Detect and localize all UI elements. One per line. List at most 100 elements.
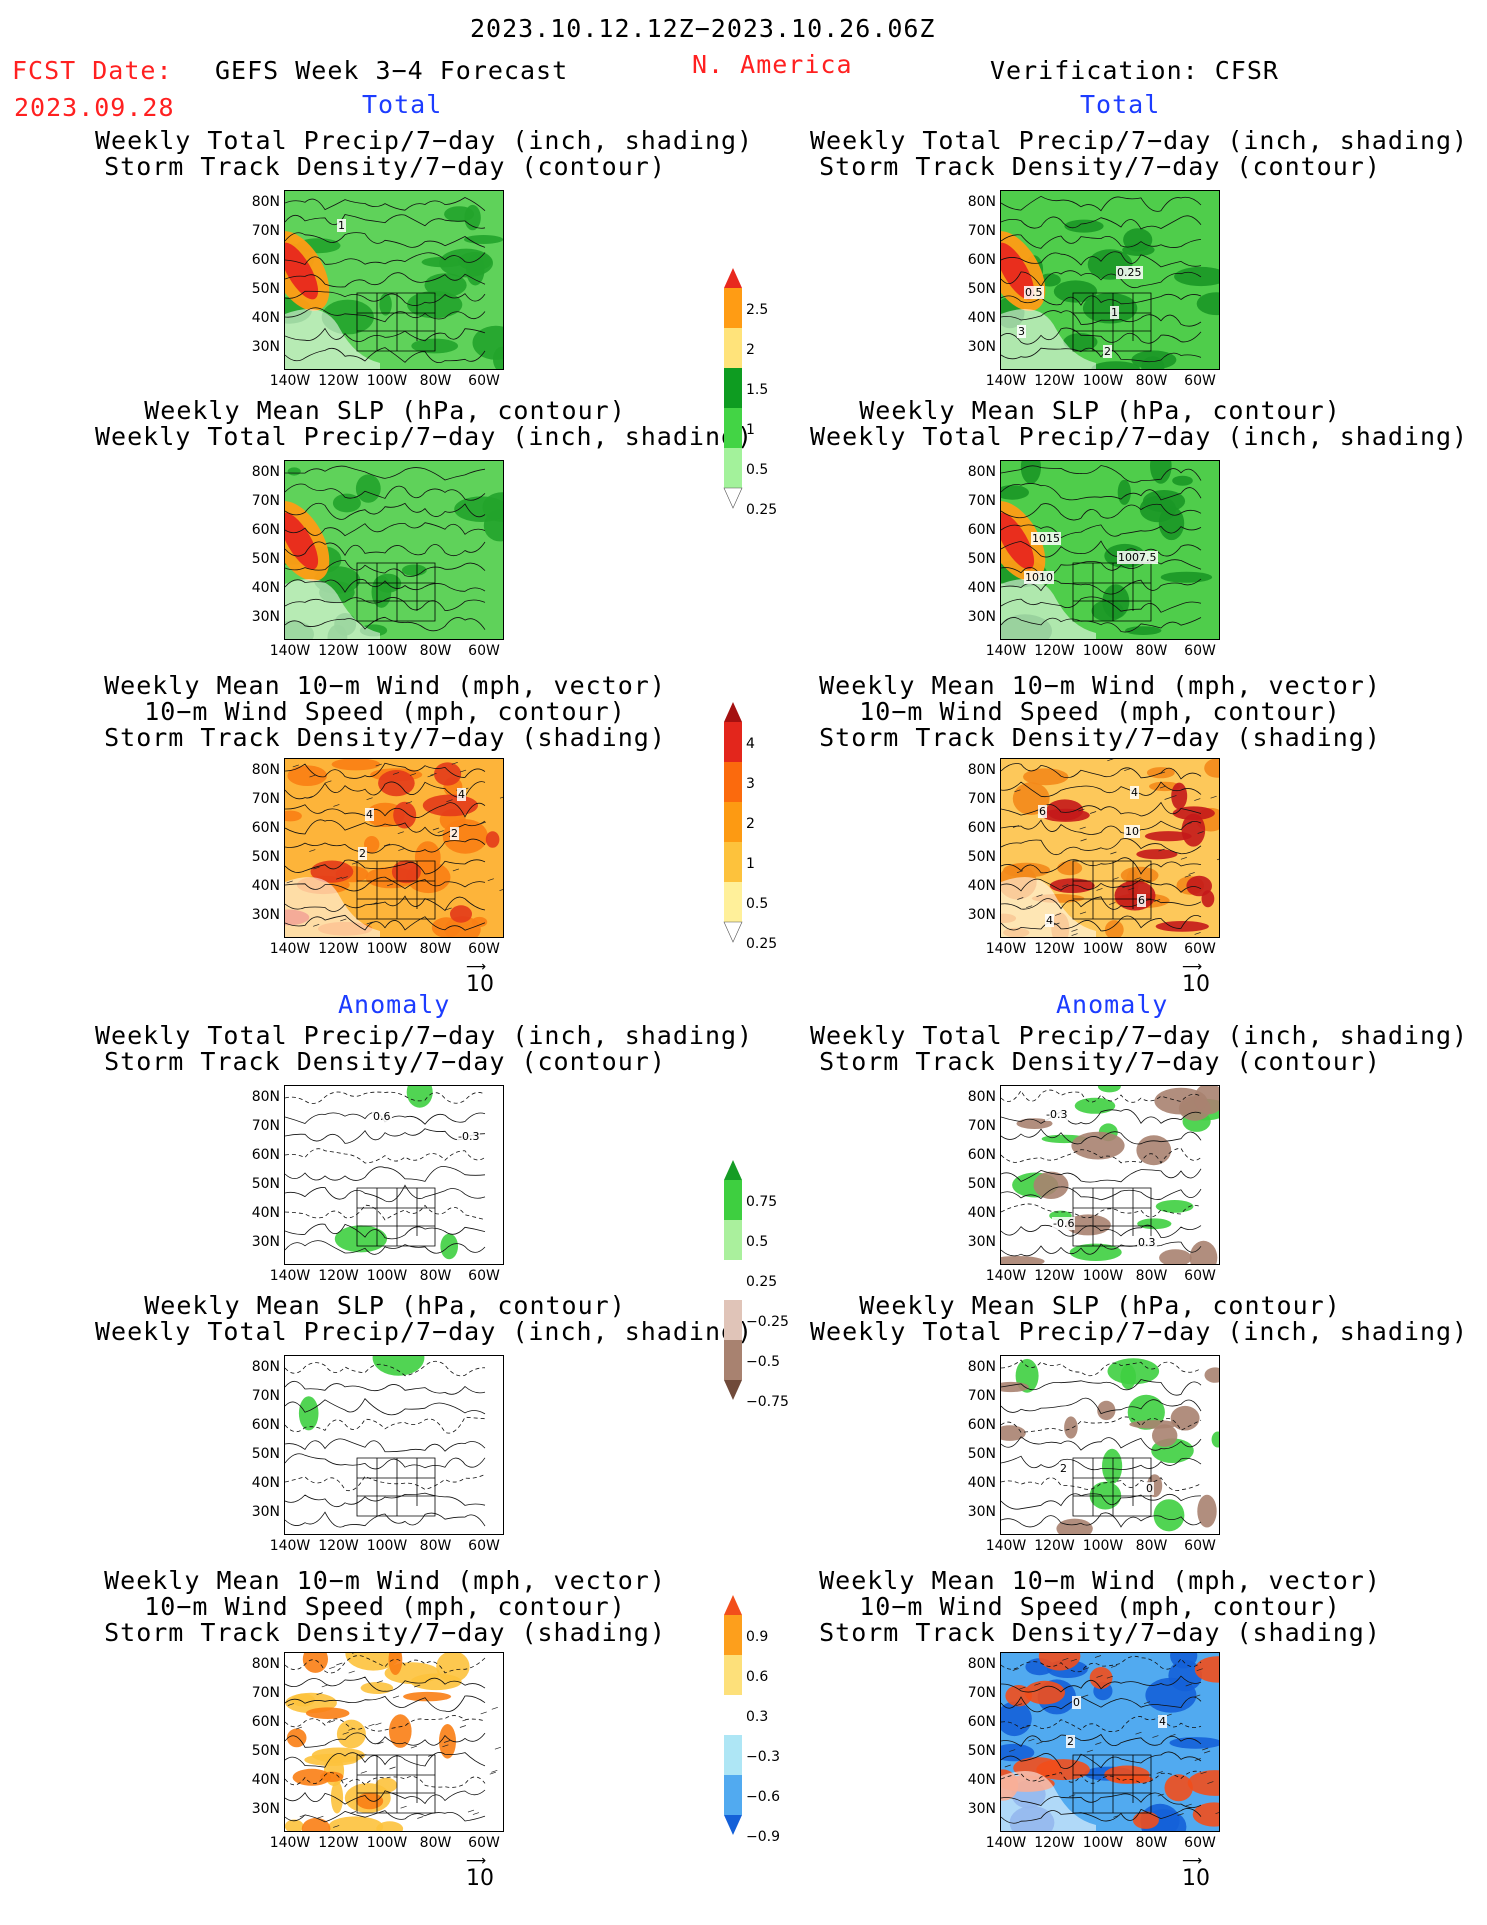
contour-line [285, 252, 486, 265]
wind-vector [1014, 789, 1021, 793]
lon-tick-label: 100W [366, 1538, 408, 1554]
wind-vector [368, 1723, 375, 1727]
shade-blob [1063, 333, 1098, 351]
panel-title-line: Storm Track Density/7−day (contour) [104, 1047, 666, 1076]
colorbar-label: −0.75 [746, 1394, 789, 1410]
wind-vector [336, 1662, 343, 1666]
shade-blob [436, 1653, 470, 1683]
contour-label: 2 [1103, 345, 1112, 358]
map-field [1001, 1086, 1219, 1264]
lat-tick-label: 80N [251, 1089, 280, 1105]
wind-vector [443, 1740, 451, 1743]
lon-tick-label: 60W [1184, 1835, 1216, 1851]
lon-tick-label: 80W [1135, 643, 1168, 659]
wind-vector [1089, 811, 1097, 814]
wind-vector [1134, 877, 1141, 881]
wind-vector [1082, 1694, 1089, 1698]
panel-title-line: Weekly Mean 10−m Wind (mph, vector) [104, 1566, 666, 1595]
lat-tick-label: 30N [251, 1801, 280, 1817]
contour-line [285, 307, 486, 323]
shade-blob [1132, 1811, 1159, 1829]
lat-tick-label: 80N [967, 194, 996, 210]
contour-line [285, 1676, 486, 1692]
lat-tick-label: 60N [251, 522, 280, 538]
lat-tick-label: 70N [251, 223, 280, 239]
contour-line [1001, 1168, 1202, 1183]
lat-tick-label: 80N [251, 1359, 280, 1375]
panel-title-line: Weekly Mean SLP (hPa, contour) [859, 396, 1341, 425]
lon-tick-label: 80W [419, 1835, 452, 1851]
shade-blob [450, 905, 472, 923]
wind-vector [329, 1666, 336, 1670]
lon-tick-label: 80W [419, 1268, 452, 1284]
region-title: N. America [692, 50, 853, 79]
shade-blob [1089, 1667, 1113, 1689]
lat-tick-label: 50N [967, 1176, 996, 1192]
lat-tick-label: 60N [251, 252, 280, 268]
contour-line [285, 1091, 486, 1104]
wind-vector [1185, 822, 1192, 825]
contour-label: 6 [1038, 805, 1047, 818]
wind-vector [400, 1805, 407, 1809]
lat-tick-label: 60N [251, 1147, 280, 1163]
state-boundaries [356, 1187, 436, 1247]
colorbar-top-arrow [724, 1160, 742, 1180]
wind-vector [1110, 851, 1117, 855]
shade-blob [1155, 1200, 1194, 1213]
colorbar-label: 2.5 [746, 302, 769, 318]
contour-line [285, 1240, 486, 1255]
panel-title-line: Storm Track Density/7−day (contour) [819, 1047, 1381, 1076]
shade-blob [287, 765, 327, 786]
section-anomaly-right: Anomaly [1056, 990, 1169, 1019]
shade-blob [1071, 1131, 1125, 1160]
colorbar-label: −0.6 [746, 1789, 780, 1805]
shade-blob [331, 759, 381, 771]
wind-vector [375, 1722, 382, 1726]
shade-blob [406, 1086, 433, 1108]
shade-blob [330, 1781, 344, 1814]
contour-line [1001, 1493, 1202, 1510]
map-panel-obs-anom-precip-storm: -0.3 0.3 -0.6 [1000, 1085, 1220, 1265]
contour-line [285, 327, 486, 342]
lon-tick-label: 120W [1034, 373, 1075, 389]
contour-line [1001, 1655, 1202, 1673]
shade-blob [1125, 626, 1162, 635]
lon-tick-label: 60W [468, 373, 500, 389]
lon-tick-label: 120W [1034, 643, 1075, 659]
wind-vector [1034, 1682, 1041, 1686]
wind-vector [1071, 929, 1078, 932]
shade-blob [305, 1707, 350, 1719]
wind-vector [445, 907, 452, 911]
ocean-area [1001, 877, 1096, 937]
wind-vector [1184, 874, 1191, 878]
lon-tick-label: 60W [1184, 1538, 1216, 1554]
vector-reference-label: 10 [466, 972, 494, 997]
contour-line [285, 1398, 486, 1416]
section-total-left: Total [362, 90, 443, 119]
panel-title-line: Storm Track Density/7−day (shading) [819, 723, 1381, 752]
contour-label: 1 [337, 219, 346, 232]
wind-vector [1185, 1683, 1192, 1687]
lat-tick-label: 40N [251, 1475, 280, 1491]
shade-blob [379, 293, 392, 316]
colorbar-segment [724, 1180, 742, 1220]
shade-blob [1074, 1097, 1116, 1114]
wind-vector [1036, 1741, 1043, 1745]
panel-title-line: Weekly Total Precip/7−day (inch, shading… [810, 422, 1469, 451]
wind-vector [377, 1741, 384, 1745]
lat-tick-label: 70N [967, 791, 996, 807]
lat-tick-label: 40N [251, 580, 280, 596]
contour-label: 4 [1158, 1715, 1167, 1728]
ocean-area [1001, 1771, 1096, 1831]
colorbar-label: 1.5 [746, 382, 769, 398]
shade-blob [1196, 292, 1219, 316]
lat-tick-label: 30N [251, 609, 280, 625]
wind-vector [1079, 826, 1086, 830]
shade-blob [1150, 461, 1172, 484]
contour-line [1001, 465, 1202, 483]
wind-vector [392, 772, 400, 775]
wind-vector [1094, 1655, 1102, 1658]
wind-vector [389, 1766, 396, 1770]
lon-tick-label: 120W [1034, 1835, 1075, 1851]
